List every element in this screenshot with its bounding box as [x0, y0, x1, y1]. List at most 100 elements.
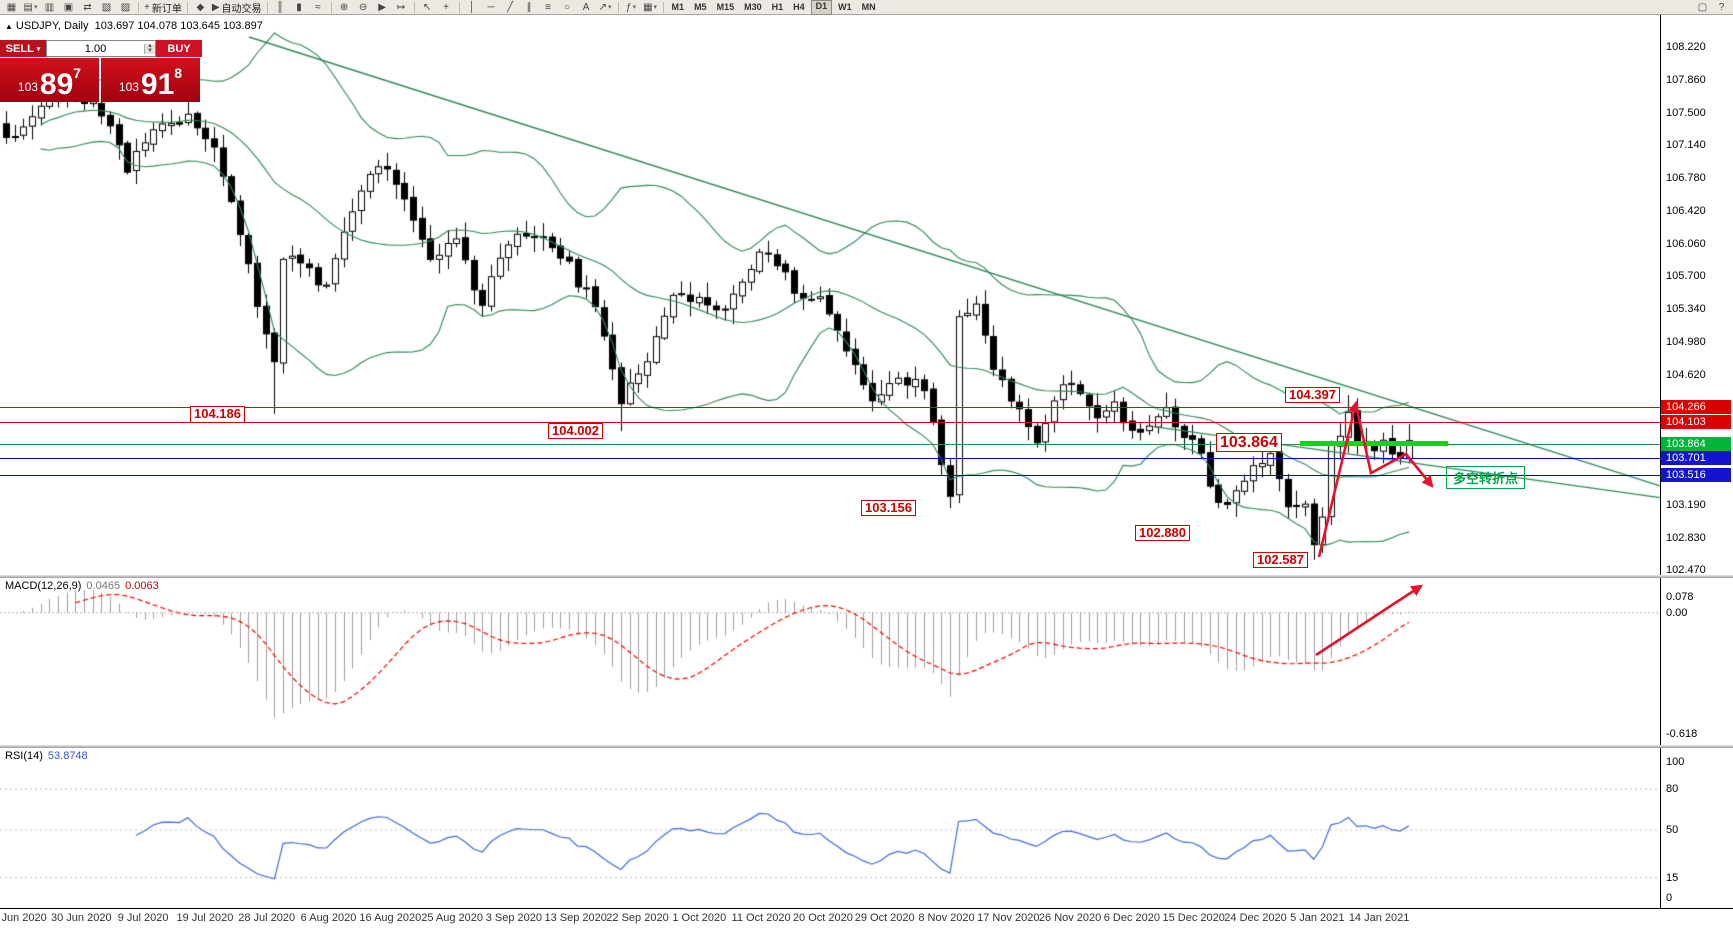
dropdown-caret-icon[interactable]: ▾ — [33, 4, 38, 11]
sell-button[interactable]: 103 89 7 — [0, 58, 99, 102]
timeframe-m15[interactable]: M15 — [716, 1, 735, 12]
text-icon: A — [582, 1, 590, 13]
volume-input[interactable]: 1.00 ▲ ▼ — [46, 40, 156, 57]
templates-icon[interactable]: ▦ ▾ — [641, 1, 660, 14]
channel-icon[interactable]: ∥ — [520, 1, 539, 14]
toolbar-separator — [186, 1, 188, 13]
timeframe-h4[interactable]: H4 — [793, 1, 805, 12]
panel-separator[interactable] — [0, 745, 1733, 748]
symbol-ohlc: 103.697 104.078 103.645 103.897 — [94, 20, 263, 32]
sell-price-prefix: 103 — [17, 80, 38, 94]
timeframe-w1[interactable]: W1 — [838, 1, 852, 12]
indicators-icon[interactable]: ƒ ▾ — [622, 1, 641, 14]
zoom-out-icon[interactable]: ⊖ — [354, 1, 373, 14]
price-label: 102.587 — [1253, 551, 1308, 569]
date-label: 6 Dec 2020 — [1103, 912, 1161, 924]
strategy-tester-icon[interactable]: ▨ — [116, 1, 135, 14]
date-label: 25 Aug 2020 — [421, 912, 483, 924]
uptick-icon: ▲ — [5, 22, 13, 31]
navigator-icon[interactable]: ⇄ — [78, 1, 97, 14]
dropdown-caret-icon[interactable]: ▾ — [607, 4, 612, 11]
strategy-tester-icon: ▨ — [120, 1, 131, 13]
dropdown-caret-icon[interactable]: ▾ — [632, 4, 637, 11]
fibonacci-icon[interactable]: ≡ — [539, 1, 558, 14]
volume-down-button[interactable]: ▼ — [144, 48, 155, 54]
price-tick: 105.340 — [1666, 303, 1706, 316]
horizontal-line[interactable] — [0, 407, 1660, 408]
timeframe-m1[interactable]: M1 — [671, 1, 685, 12]
new-chart-icon[interactable]: ▦ — [2, 1, 21, 14]
bar-chart-icon: ║ — [276, 1, 284, 13]
market-watch-icon[interactable]: ▥ — [40, 1, 59, 14]
terminal-icon[interactable]: ▧ — [97, 1, 116, 14]
toolbar-separator — [138, 1, 139, 13]
shapes-icon[interactable]: ○ — [558, 1, 577, 14]
panel-separator[interactable] — [0, 575, 1733, 578]
timeframe-h1[interactable]: H1 — [771, 1, 784, 12]
arrows-icon[interactable]: ↗ ▾ — [596, 1, 615, 14]
price-tick: 106.420 — [1666, 204, 1706, 217]
dropdown-caret-icon[interactable]: ▾ — [653, 4, 658, 11]
horizontal-line[interactable] — [0, 458, 1660, 459]
bar-chart-icon[interactable]: ║ — [271, 1, 290, 14]
horizontal-line[interactable] — [0, 422, 1660, 423]
chart-shift-icon[interactable]: ↦ — [392, 1, 411, 14]
date-label: 6 Aug 2020 — [300, 912, 357, 924]
candlestick-chart-icon[interactable]: ▮ — [290, 1, 309, 14]
timeframe-m30[interactable]: M30 — [744, 1, 762, 12]
help-icon[interactable]: ? — [1718, 1, 1725, 13]
sell-price-pips: 89 — [39, 67, 74, 101]
date-label: 5 Jan 2021 — [1290, 912, 1345, 924]
trendline-icon[interactable]: ╱ — [501, 1, 520, 14]
line-chart-icon: ≈ — [315, 1, 321, 13]
price-axis-line[interactable] — [1660, 15, 1661, 908]
order-type-caret-icon[interactable]: ▾ — [36, 45, 41, 53]
cursor-icon[interactable]: ↖ — [418, 1, 437, 14]
text-icon[interactable]: A — [577, 1, 596, 14]
vertical-line-icon: │ — [468, 1, 476, 13]
vertical-line-icon[interactable]: │ — [463, 1, 482, 14]
timeframe-m5[interactable]: M5 — [694, 1, 707, 12]
toolbar: ▦ ▤ ▾ ▥ ▣ ⇄ ▧ ▨ + 新订单 ◆ ▶ 自动交易 ║ ▮ ≈ ⊕ ⊖ ▶ ↦ ↖ + │ ─ ╱ ∥ ≡ ○ A ↗ ▾ ƒ ▾ ▦ ▾… — [0, 0, 1733, 15]
metaeditor-icon[interactable]: ◆ — [191, 1, 210, 14]
date-label: 22 Sep 2020 — [606, 912, 669, 924]
horizontal-line[interactable] — [0, 444, 1660, 445]
line-chart-icon[interactable]: ≈ — [309, 1, 328, 14]
data-window-icon[interactable]: ▣ — [59, 1, 78, 14]
chart-profiles-icon[interactable]: ▤ ▾ — [21, 1, 40, 14]
date-label: 11 Oct 2020 — [731, 912, 791, 924]
price-tick: 104.980 — [1666, 335, 1706, 348]
arrows-icon: ↗ — [598, 1, 607, 13]
zoom-in-icon[interactable]: ⊕ — [335, 1, 354, 14]
cursor-icon: ↖ — [422, 1, 432, 13]
macd-tick: 0.078 — [1666, 591, 1694, 604]
annotation-box: 多空转折点 — [1446, 466, 1526, 489]
toolbar-separator — [266, 1, 268, 13]
date-label: 8 Nov 2020 — [918, 912, 975, 924]
crosshair-icon: + — [443, 1, 449, 13]
indicators-icon: ƒ — [626, 1, 632, 13]
window-arrange-icon[interactable]: ▢ — [1697, 1, 1708, 13]
date-label: 15 Dec 2020 — [1162, 912, 1225, 924]
buy-button[interactable]: 103 91 8 — [101, 58, 200, 102]
horizontal-line-icon[interactable]: ─ — [482, 1, 501, 14]
price-tick: 102.470 — [1666, 564, 1706, 577]
toolbar-separator — [617, 1, 619, 13]
timeframe-d1[interactable]: D1 — [810, 0, 833, 15]
toolbar-separator — [413, 1, 415, 13]
timeframe-mn[interactable]: MN — [861, 1, 876, 12]
horizontal-line[interactable] — [0, 475, 1660, 476]
price-tag: 103.864 — [1661, 436, 1731, 451]
date-axis-line — [0, 908, 1733, 909]
new-order-button[interactable]: + 新订单 — [142, 1, 184, 15]
date-label: 13 Sep 2020 — [544, 912, 607, 924]
crosshair-icon[interactable]: + — [437, 1, 456, 14]
volume-up-button[interactable]: ▲ — [144, 43, 155, 49]
price-label: 104.186 — [190, 406, 245, 423]
price-label: 104.002 — [548, 423, 603, 440]
new-order-button: + — [144, 1, 150, 13]
auto-scroll-icon[interactable]: ▶ — [373, 1, 392, 14]
rsi-tick: 80 — [1666, 783, 1679, 796]
auto-trading-button[interactable]: ▶ 自动交易 — [210, 1, 264, 15]
